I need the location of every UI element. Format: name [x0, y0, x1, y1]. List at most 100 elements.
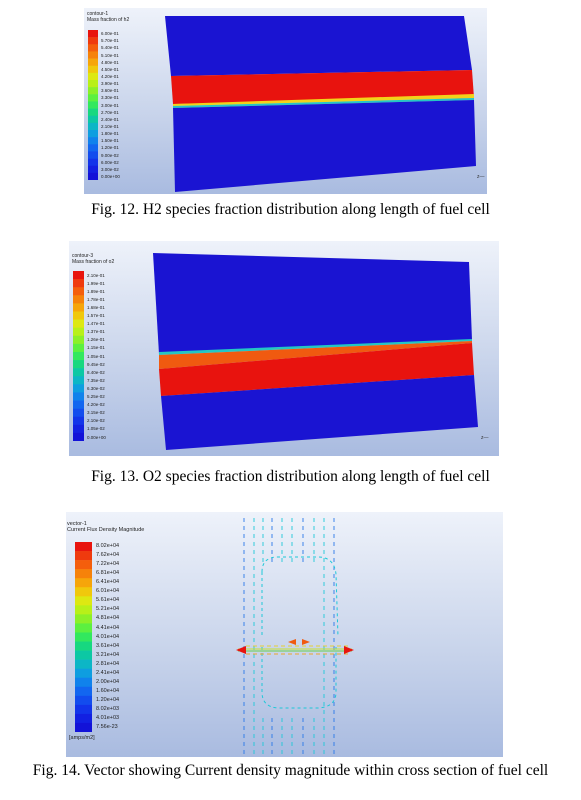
colorbar-label: 3.21e+04 — [96, 651, 120, 658]
colorbar-label: 3.15e-02 — [87, 410, 105, 416]
colorbar-swatch — [73, 295, 84, 304]
colorbar-swatch — [75, 605, 92, 615]
legend-title-line: contour-1 — [87, 11, 109, 17]
colorbar-label: 4.50e-01 — [101, 66, 119, 72]
contour-plot — [165, 16, 476, 192]
colorbar-label: 9.00e-02 — [101, 152, 119, 158]
colorbar-swatch — [73, 319, 84, 328]
colorbar-label: 5.21e+04 — [96, 606, 120, 613]
colorbar-label: 1.57e-01 — [87, 313, 105, 318]
legend-title: contour-1 Mass fraction of h2 — [87, 11, 129, 23]
axis-label: z — [481, 435, 484, 441]
legend-title-line: Mass fraction of h2 — [87, 17, 130, 23]
colorbar-label: 8.02e+04 — [96, 543, 120, 549]
colorbar-swatch — [73, 400, 84, 409]
colorbar-swatch — [75, 542, 92, 552]
colorbar-swatch — [88, 51, 98, 59]
colorbar-swatch — [88, 30, 98, 38]
colorbar-swatch — [75, 704, 92, 715]
colorbar-label: 4.80e-01 — [101, 59, 119, 65]
colorbar-swatch — [73, 351, 84, 361]
colorbar-swatch — [88, 80, 98, 88]
colorbar-swatch — [88, 115, 98, 124]
legend-title-line: Current Flux Density Magnitude — [67, 527, 145, 533]
colorbar-swatch — [73, 408, 84, 418]
colorbar-swatch — [88, 72, 98, 81]
colorbar-swatch — [73, 392, 84, 401]
contour-plot — [153, 253, 478, 450]
colorbar-swatch — [88, 58, 98, 67]
colorbar-label: 2.10e-02 — [87, 418, 105, 424]
colorbar-label: 6.00e-01 — [101, 31, 119, 37]
colorbar-label: 1.37e-01 — [87, 329, 105, 335]
colorbar-label: 1.26e-01 — [87, 337, 105, 343]
colorbar-swatch — [75, 578, 92, 588]
colorbar-label: 5.25e-02 — [87, 394, 105, 399]
colorbar-label: 2.41e+04 — [96, 669, 120, 676]
colorbar-label: 3.00e-01 — [101, 102, 119, 108]
colorbar-label: 8.02e+03 — [96, 705, 120, 712]
colorbar-label: 1.60e+04 — [96, 687, 120, 694]
o2-gradient-region — [159, 341, 472, 369]
colorbar-swatch — [75, 596, 92, 606]
colorbar-label: 2.00e+04 — [96, 678, 120, 685]
colorbar-label: 3.30e-01 — [101, 95, 119, 101]
colorbar-label: 1.05e-01 — [87, 353, 105, 359]
colorbar-label: 1.78e-01 — [87, 296, 105, 302]
colorbar-label: 2.10e-01 — [87, 272, 105, 278]
colorbar-swatch — [88, 165, 98, 174]
colorbar-swatch — [88, 65, 98, 74]
colorbar-swatch — [75, 713, 92, 724]
colorbar-label: 0.00e+00 — [101, 173, 120, 179]
domain-top-region — [153, 253, 472, 354]
colorbar-label: 1.15e-01 — [87, 345, 105, 351]
colorbar-label: 2.10e-01 — [101, 123, 119, 129]
membrane-band — [173, 94, 474, 106]
colorbar-label: 4.20e-02 — [87, 402, 105, 408]
colorbar-swatch — [75, 668, 92, 679]
o2-channel-region — [159, 343, 474, 396]
colorbar — [75, 542, 92, 732]
figure-14-image: vector-1 Current Flux Density Magnitude … — [66, 512, 503, 757]
colorbar-swatch — [88, 87, 98, 95]
axis-triad: z— — [477, 174, 485, 180]
colorbar-swatch — [75, 623, 92, 633]
colorbar-swatch — [88, 151, 98, 159]
colorbar-swatch — [73, 360, 84, 369]
colorbar-label: 6.30e-02 — [87, 385, 105, 391]
colorbar-swatch — [73, 432, 84, 441]
figure-14-caption: Fig. 14. Vector showing Current density … — [32, 762, 549, 779]
colorbar-swatch — [73, 343, 84, 353]
colorbar-label: 4.81e+04 — [96, 615, 120, 622]
colorbar-swatch — [73, 303, 84, 312]
colorbar-label: 2.70e-01 — [101, 109, 119, 115]
colorbar-swatch — [88, 94, 98, 102]
colorbar-swatch — [75, 722, 92, 732]
arrow-head — [344, 646, 354, 654]
colorbar-swatch — [73, 416, 84, 426]
colorbar-swatch — [88, 144, 98, 152]
colorbar-label: 3.60e-01 — [101, 88, 119, 94]
colorbar-swatch — [73, 424, 84, 434]
colorbar-label: 5.61e+04 — [96, 597, 120, 604]
membrane-band-inner — [173, 98, 474, 108]
colorbar-swatch — [75, 686, 92, 697]
colorbar-label: 3.90e-01 — [101, 81, 119, 87]
colorbar-label: 7.56e-23 — [96, 724, 118, 730]
colorbar-label: 1.47e-01 — [87, 321, 105, 327]
colorbar-swatch — [73, 287, 84, 296]
colorbar-swatch — [75, 560, 92, 570]
arrow-head — [236, 646, 246, 654]
colorbar-swatch — [88, 101, 98, 109]
colorbar-swatch — [73, 327, 84, 337]
figure-13-image: contour-3 Mass fraction of o2 2.10e-01 1.… — [69, 241, 499, 456]
colorbar-label: 1.20e+04 — [96, 696, 120, 703]
colorbar — [88, 30, 98, 180]
colorbar-label: 3.00e-02 — [101, 166, 119, 172]
colorbar-label: 1.50e-01 — [101, 138, 119, 144]
domain-top-region — [165, 16, 472, 76]
colorbar-labels: 8.02e+04 7.62e+04 7.22e+04 6.81e+04 6.41e+04… — [96, 542, 176, 732]
colorbar-label: 4.01e+03 — [96, 714, 120, 721]
colorbar-label: 1.68e-01 — [87, 304, 105, 310]
colorbar-swatch — [73, 368, 84, 377]
